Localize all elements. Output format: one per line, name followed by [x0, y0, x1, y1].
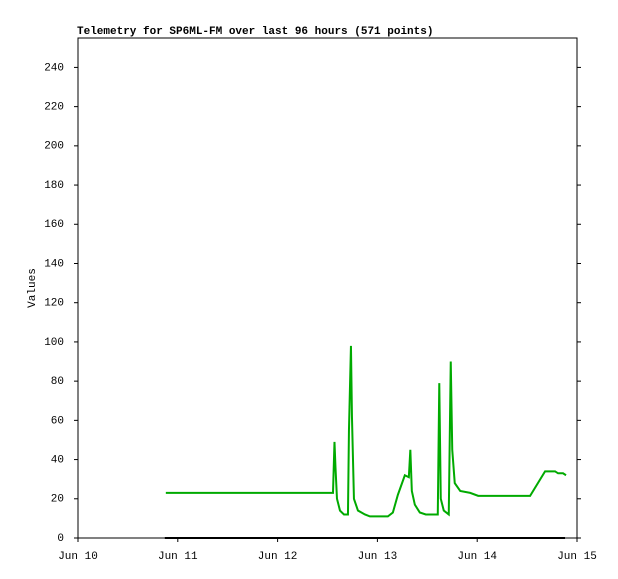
y-axis-label: Values	[27, 268, 39, 308]
y-tick-label: 240	[44, 62, 64, 74]
x-tick-label: Jun 11	[158, 551, 198, 563]
x-tick-label: Jun 15	[557, 551, 597, 563]
x-tick-label: Jun 13	[358, 551, 398, 563]
y-tick-label: 120	[44, 298, 64, 310]
y-tick-label: 0	[57, 533, 64, 545]
y-tick-label: 60	[51, 415, 64, 427]
y-tick-label: 20	[51, 494, 64, 506]
y-tick-label: 80	[51, 376, 64, 388]
y-tick-label: 160	[44, 219, 64, 231]
y-tick-label: 180	[44, 180, 64, 192]
y-tick-label: 40	[51, 454, 64, 466]
x-tick-label: Jun 14	[457, 551, 497, 563]
chart-title: Telemetry for SP6ML-FM over last 96 hour…	[77, 26, 433, 38]
y-tick-label: 140	[44, 258, 64, 270]
plot-frame	[77, 37, 578, 539]
x-tick-label: Jun 12	[258, 551, 298, 563]
x-tick-label: Jun 10	[58, 551, 98, 563]
y-tick-label: 200	[44, 141, 64, 153]
y-tick-label: 100	[44, 337, 64, 349]
data-line	[165, 345, 567, 518]
y-tick-label: 220	[44, 102, 64, 114]
